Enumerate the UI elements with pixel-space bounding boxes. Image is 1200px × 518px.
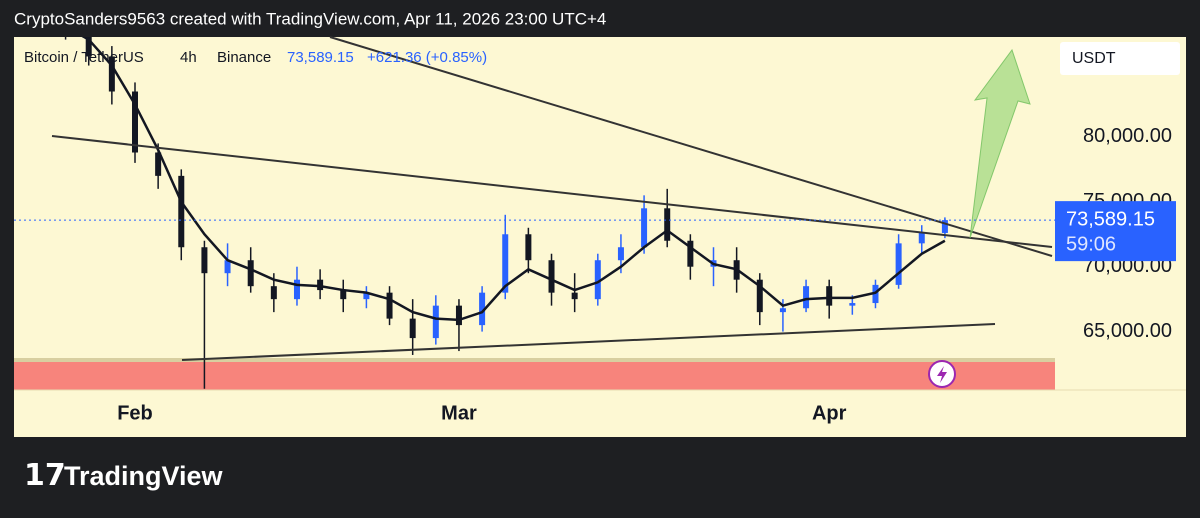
candle-body	[872, 284, 879, 304]
candle-body	[803, 286, 810, 309]
candle-body	[895, 243, 902, 285]
candle-body	[178, 175, 185, 248]
trend-line	[51, 135, 1053, 248]
candle-body	[409, 318, 416, 339]
candle-body	[571, 292, 578, 300]
symbol: Bitcoin / TetherUS	[24, 49, 144, 66]
candle-body	[293, 279, 300, 300]
candle-body	[548, 260, 555, 293]
candle-body	[432, 305, 439, 339]
moving-average	[81, 37, 946, 322]
candle-body	[317, 279, 324, 291]
candle-body	[108, 56, 115, 92]
candle-body	[918, 232, 925, 244]
trend-line	[329, 36, 1053, 257]
candle-body	[224, 260, 231, 274]
last-price-box	[1055, 201, 1176, 262]
x-tick-label: Mar	[441, 402, 477, 424]
candle-body	[386, 292, 393, 319]
credit: CryptoSanders9563 created with TradingVi…	[14, 9, 606, 28]
candle-body	[826, 286, 833, 306]
candle-body	[756, 279, 763, 313]
icon	[937, 366, 947, 383]
interval: 4h	[180, 49, 197, 66]
countdown: 59:06	[1066, 233, 1116, 255]
logo: 𝟭𝟳	[24, 459, 66, 492]
last-price-label: 73,589.15	[1066, 208, 1155, 230]
candle-body	[525, 234, 532, 261]
brand: TradingView	[64, 461, 224, 491]
x-tick-label: Feb	[117, 402, 153, 424]
candle-body	[155, 152, 162, 176]
candle-body	[363, 292, 370, 300]
arrow	[969, 48, 1031, 239]
candle-body	[340, 290, 347, 300]
candle-body	[85, 37, 92, 57]
currency: USDT	[1072, 50, 1116, 67]
candle-body	[132, 91, 138, 153]
candle-body	[664, 208, 671, 241]
y-tick-label: 65,000.00	[1083, 320, 1172, 342]
change: +621.36 (+0.85%)	[367, 49, 487, 66]
candle-body	[270, 286, 277, 300]
zone-edge	[14, 358, 1055, 362]
candle-body	[641, 208, 648, 248]
candle-body	[247, 260, 254, 287]
candle-body	[617, 247, 624, 261]
candle-body	[201, 247, 208, 274]
exchange: Binance	[217, 49, 271, 66]
y-tick-label: 80,000.00	[1083, 125, 1172, 147]
candle-body	[455, 305, 462, 326]
candle-body	[479, 292, 486, 326]
candle-body	[687, 240, 694, 267]
candle-body	[849, 303, 856, 306]
last-price-legend: 73,589.15	[287, 49, 354, 66]
candle-body	[941, 220, 948, 233]
candle-body	[779, 308, 786, 313]
candle-body	[594, 260, 601, 300]
zone	[14, 362, 1055, 390]
x-tick-label: Apr	[812, 402, 847, 424]
candle-body	[502, 234, 509, 293]
currency-box	[1060, 42, 1180, 75]
trend-line	[181, 323, 996, 361]
